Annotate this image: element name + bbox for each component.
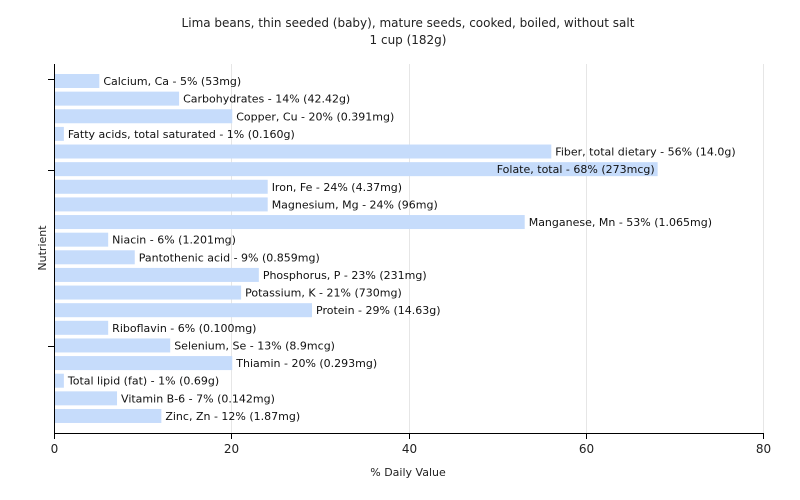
bar-label-16: Thiamin - 20% (0.293mg)	[235, 357, 377, 370]
bar-12	[55, 285, 242, 300]
bar-label-12: Potassium, K - 21% (730mg)	[245, 287, 402, 300]
bar-9	[55, 232, 109, 247]
bar-13	[55, 303, 313, 318]
bars: Calcium, Ca - 5% (53mg) Carbohydrates - 1…	[55, 74, 736, 423]
bar-label-5: Folate, total - 68% (273mcg)	[497, 163, 655, 176]
bar-15	[55, 338, 171, 353]
x-tick-label-4: 80	[756, 442, 771, 456]
bar-19	[55, 408, 162, 423]
bar-1	[55, 91, 180, 106]
bar-11	[55, 267, 259, 282]
bar-0	[55, 74, 100, 88]
x-tick-label-2: 40	[402, 442, 417, 456]
bar-17	[55, 373, 64, 388]
bar-label-2: Copper, Cu - 20% (0.391mg)	[236, 110, 394, 123]
x-tick-label-3: 60	[579, 442, 594, 456]
bar-4	[55, 144, 552, 159]
bar-label-15: Selenium, Se - 13% (8.9mcg)	[174, 339, 335, 352]
grid	[231, 64, 764, 433]
bar-18	[55, 391, 118, 406]
bar-8	[55, 215, 525, 230]
x-tick-label-1: 20	[224, 442, 239, 456]
bar-label-11: Phosphorus, P - 23% (231mg)	[263, 269, 427, 282]
bar-label-19: Zinc, Zn - 12% (1.87mg)	[165, 410, 300, 423]
bar-2	[55, 109, 233, 124]
bar-10	[55, 250, 135, 265]
bar-label-4: Fiber, total dietary - 56% (14.0g)	[555, 146, 735, 159]
bar-label-17: Total lipid (fat) - 1% (0.69g)	[67, 375, 219, 388]
chart-subtitle: 1 cup (182g)	[370, 33, 447, 47]
bar-label-10: Pantothenic acid - 9% (0.859mg)	[139, 251, 320, 264]
bar-label-1: Carbohydrates - 14% (42.42g)	[183, 93, 350, 106]
x-tick-label-0: 0	[51, 442, 59, 456]
bar-label-0: Calcium, Ca - 5% (53mg)	[103, 75, 241, 88]
bar-6	[55, 179, 268, 194]
bar-label-13: Protein - 29% (14.63g)	[316, 304, 441, 317]
x-axis-label: % Daily Value	[370, 466, 446, 479]
bar-14	[55, 320, 109, 335]
axes: 0 20 40 60 80	[48, 64, 771, 456]
bar-16	[55, 356, 233, 371]
bar-label-7: Magnesium, Mg - 24% (96mg)	[272, 198, 438, 211]
bar-3	[55, 126, 64, 141]
bar-label-8: Manganese, Mn - 53% (1.065mg)	[529, 216, 712, 229]
bar-label-3: Fatty acids, total saturated - 1% (0.160…	[68, 128, 295, 141]
bar-label-6: Iron, Fe - 24% (4.37mg)	[272, 181, 402, 194]
bar-label-18: Vitamin B-6 - 7% (0.142mg)	[121, 392, 275, 405]
bar-7	[55, 197, 268, 212]
bar-label-14: Riboflavin - 6% (0.100mg)	[112, 322, 256, 335]
chart-title: Lima beans, thin seeded (baby), mature s…	[182, 16, 635, 30]
y-axis-label: Nutrient	[36, 225, 49, 271]
bar-label-9: Niacin - 6% (1.201mg)	[112, 234, 236, 247]
bar-5	[55, 162, 658, 177]
